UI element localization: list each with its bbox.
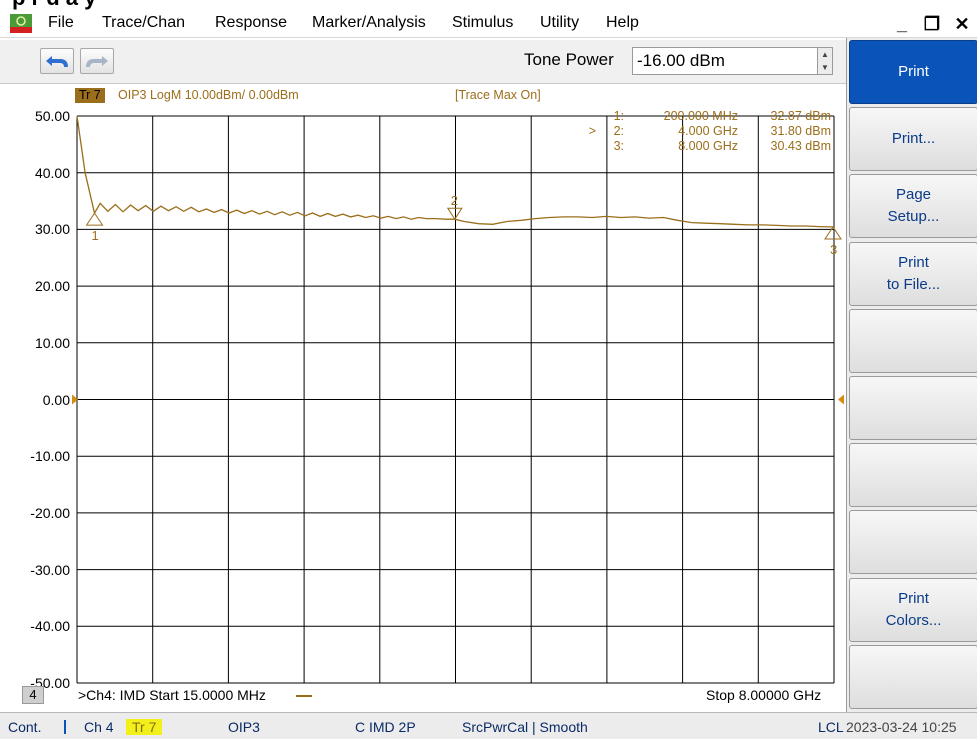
menu-response[interactable]: Response (215, 14, 288, 31)
minimize-button[interactable]: _ (896, 14, 907, 34)
softkey-3[interactable]: Page Setup... (849, 174, 977, 239)
app-logo-icon (10, 14, 32, 33)
menu-utility[interactable]: Utility (540, 14, 580, 31)
status-lcl: LCL (818, 719, 844, 735)
trace-line (76, 115, 835, 228)
spin-down-icon[interactable]: ▼ (821, 63, 829, 72)
y-tick-label: 0.00 (42, 391, 70, 408)
trace-description: OIP3 LogM 10.00dBm/ 0.00dBm (118, 88, 299, 102)
status-measurement: OIP3 (228, 719, 260, 735)
marker-freq: 200.000 MHz (663, 109, 738, 123)
status-trigger: Cont. (8, 719, 42, 735)
marker-3 (824, 226, 842, 240)
trace-color-swatch (296, 695, 312, 697)
marker-value: 30.43 dBm (770, 139, 831, 153)
toolbar: Tone Power -16.00 dBm ▲ ▼ (0, 40, 846, 84)
marker-value: 32.87 dBm (770, 109, 831, 123)
status-calibration: C IMD 2P (355, 719, 416, 735)
status-trace: Tr 7 (126, 719, 163, 735)
channel-number-badge[interactable]: 4 (22, 686, 44, 704)
menu-file[interactable]: File (48, 14, 74, 31)
y-tick-label: 50.00 (34, 108, 70, 124)
softkey-10[interactable] (849, 644, 977, 709)
close-button[interactable]: ✕ (954, 14, 970, 34)
menu-stimulus[interactable]: Stimulus (452, 14, 514, 31)
marker-2 (446, 207, 463, 221)
marker-label: 2 (451, 193, 458, 208)
softkey-6[interactable] (849, 376, 977, 440)
start-frequency-label: >Ch4: IMD Start 15.0000 MHz (78, 687, 266, 703)
marker-id: 1: (613, 109, 624, 123)
softkey-8[interactable] (849, 510, 977, 575)
status-bar: Cont. Ch 4 Tr 7 OIP3 C IMD 2P SrcPwrCal … (0, 712, 977, 739)
marker-id: 2: (613, 124, 624, 138)
status-source-cal: SrcPwrCal | Smooth (462, 719, 588, 735)
softkey-menu-title[interactable]: Print (849, 40, 977, 104)
measurement-display[interactable]: 1 2 3 Tr 7 OIP3 LogM 10.00dBm/ 0.00dBm [Tr… (0, 86, 846, 712)
y-tick-label: 20.00 (34, 278, 70, 295)
softkey-panel: Print Print... Page Setup... Print to File.… (846, 38, 977, 712)
window-controls: _ ❐ ✕ (887, 12, 977, 36)
heading-text: p r d a y (12, 0, 96, 10)
marker-id: 3: (613, 139, 624, 153)
softkey-2[interactable]: Print... (849, 107, 977, 172)
menu-bar: File Trace/Chan Response Marker/Analysis… (0, 10, 977, 38)
status-channel: Ch 4 (84, 719, 114, 735)
y-tick-label: 30.00 (34, 221, 70, 238)
reference-level-right-icon (838, 394, 844, 405)
tone-power-label: Tone Power (524, 50, 614, 69)
softkey-7[interactable] (849, 443, 977, 508)
marker-freq: 4.000 GHz (678, 124, 738, 138)
softkey-4[interactable]: Print to File... (849, 241, 977, 306)
y-tick-label: 40.00 (34, 164, 70, 181)
marker-label: 3 (830, 242, 837, 257)
undo-arrow-icon (46, 56, 68, 68)
marker-value: 31.80 dBm (770, 124, 831, 138)
marker-1 (85, 212, 104, 226)
trace-badge[interactable]: Tr 7 (75, 88, 105, 103)
trace-max-indicator: [Trace Max On] (455, 88, 541, 102)
marker-label: 1 (92, 228, 99, 243)
softkey-5[interactable] (849, 308, 977, 373)
active-marker-pointer: > (588, 124, 596, 138)
menu-trace-chan[interactable]: Trace/Chan (102, 14, 185, 31)
softkey-9[interactable]: Print Colors... (849, 577, 977, 642)
status-datetime: 2023-03-24 10:25 (846, 719, 957, 735)
y-tick-label: -20.00 (30, 504, 70, 521)
reference-level-left-icon (72, 394, 78, 405)
tone-power-spinner[interactable]: ▲ ▼ (817, 47, 833, 75)
y-tick-label: -30.00 (30, 561, 70, 578)
spin-up-icon[interactable]: ▲ (821, 50, 829, 59)
undo-button[interactable] (40, 48, 74, 74)
trace-chart: 1 2 3 (72, 115, 844, 684)
redo-arrow-icon (86, 56, 108, 68)
stop-frequency-label: Stop 8.00000 GHz (706, 687, 822, 703)
menu-help[interactable]: Help (606, 14, 639, 31)
restore-button[interactable]: ❐ (923, 14, 941, 34)
y-tick-label: -40.00 (30, 618, 70, 635)
redo-button[interactable] (80, 48, 114, 74)
menu-marker-analysis[interactable]: Marker/Analysis (312, 14, 426, 31)
cut-off-heading: p r d a y (0, 0, 977, 10)
status-separator (64, 720, 66, 734)
marker-freq: 8.000 GHz (678, 139, 738, 153)
tone-power-input[interactable]: -16.00 dBm (632, 47, 827, 75)
y-tick-label: 10.00 (34, 334, 70, 351)
y-tick-label: -10.00 (30, 448, 70, 465)
